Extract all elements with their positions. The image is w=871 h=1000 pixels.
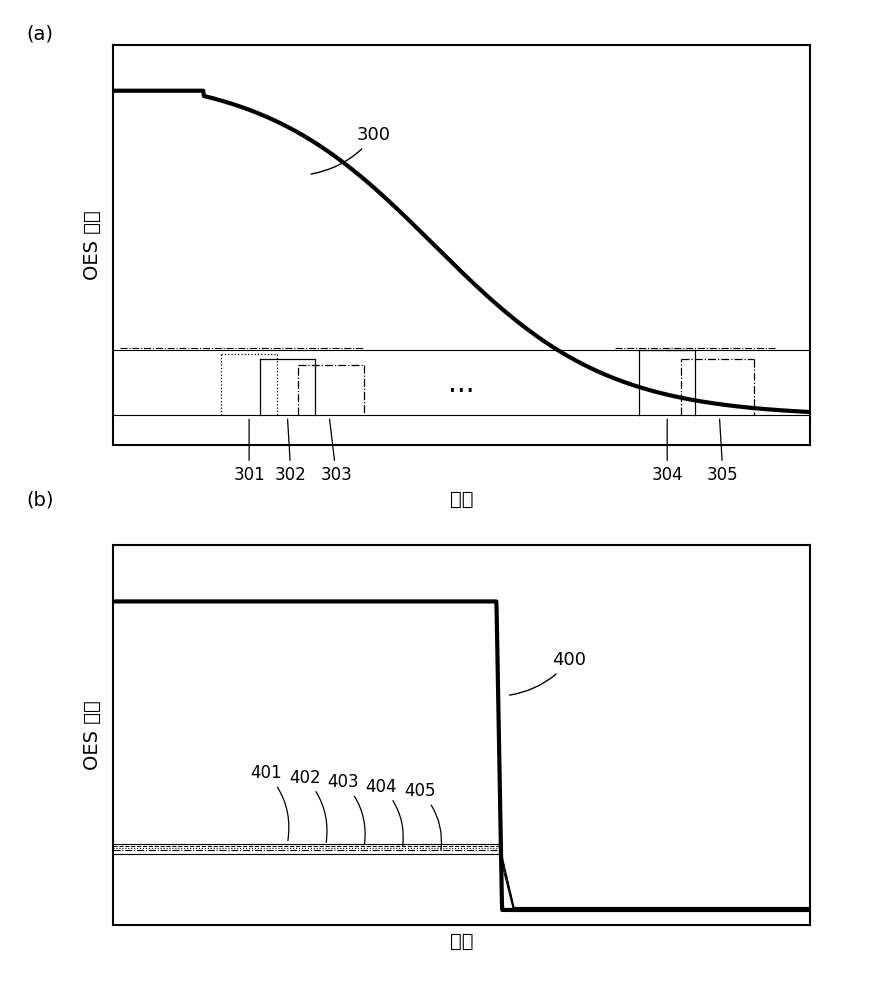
Text: 300: 300 [311, 126, 391, 174]
Text: 400: 400 [510, 651, 586, 695]
Text: (b): (b) [26, 490, 54, 509]
Text: 304: 304 [652, 419, 683, 484]
Text: 404: 404 [366, 778, 403, 846]
Text: (a): (a) [26, 25, 53, 44]
X-axis label: 时间: 时间 [450, 489, 473, 508]
X-axis label: 时间: 时间 [450, 932, 473, 951]
Text: 301: 301 [233, 419, 265, 484]
Text: 405: 405 [404, 782, 442, 850]
Text: 305: 305 [707, 419, 739, 484]
Text: ...: ... [449, 370, 475, 398]
Text: 401: 401 [251, 764, 289, 841]
Text: 303: 303 [321, 419, 352, 484]
Text: 302: 302 [275, 419, 307, 484]
Y-axis label: OES 强度: OES 强度 [83, 210, 102, 280]
Y-axis label: OES 强度: OES 强度 [83, 700, 102, 770]
Text: 402: 402 [289, 769, 327, 842]
Text: 403: 403 [327, 773, 365, 844]
